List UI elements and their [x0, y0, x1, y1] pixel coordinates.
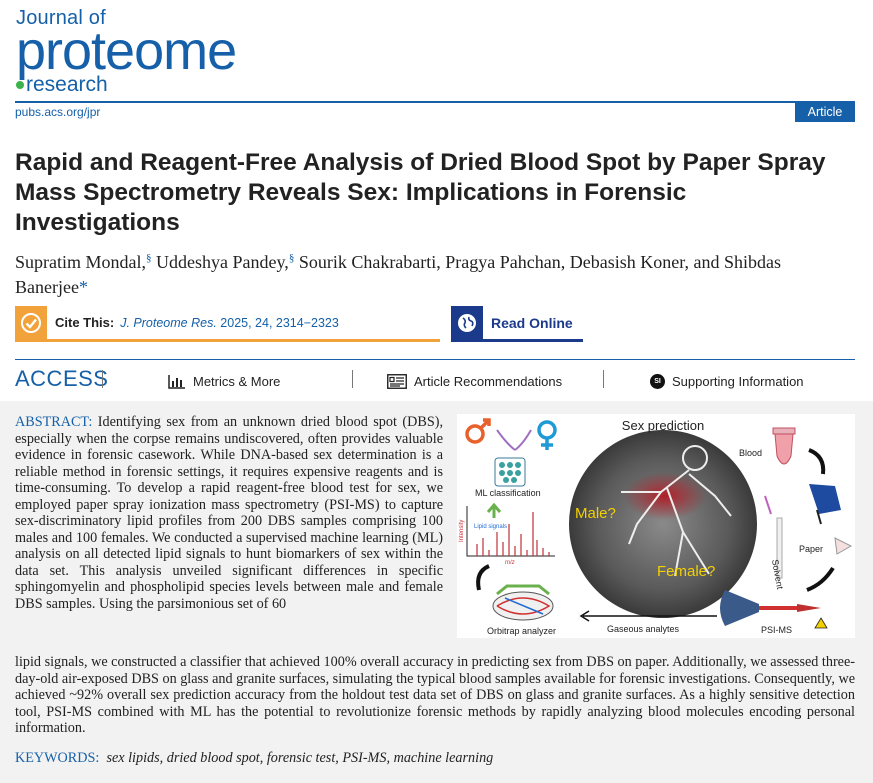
body-outline: [621, 445, 732, 577]
si-badge-text: SI: [650, 374, 665, 389]
psi-ms-source-icon: [720, 590, 821, 626]
author-1-footnote[interactable]: §: [146, 252, 152, 264]
abstract-left-column: ABSTRACT: Identifying sex from an unknow…: [15, 414, 443, 612]
author-list: Supratim Mondal,§ Uddeshya Pandey,§ Sour…: [15, 246, 835, 300]
other-authors[interactable]: Sourik Chakrabarti, Pragya Pahchan, Deba…: [15, 252, 781, 297]
female-symbol-icon: [537, 420, 557, 450]
toc-graphic-svg: ML classification Lipid signals Intensit…: [459, 418, 853, 636]
author-2-footnote[interactable]: §: [288, 252, 295, 264]
author-1[interactable]: Supratim Mondal,: [15, 252, 146, 272]
logo-line-research: research: [16, 74, 236, 96]
abstract-text-part1: Identifying sex from an unknown dried bl…: [15, 414, 443, 612]
curved-arrow-icon: [476, 564, 490, 591]
split-arrows-icon: [496, 429, 532, 451]
solvent-arrow-icon: [764, 495, 772, 515]
supporting-information-label: Supporting Information: [672, 374, 804, 389]
supporting-information-link[interactable]: SI Supporting Information: [650, 374, 804, 389]
solvent-label: Solvent: [770, 559, 785, 591]
cite-this-box[interactable]: Cite This: J. Proteome Res. 2025, 24, 23…: [15, 306, 440, 342]
article-type-badge: Article: [795, 103, 855, 122]
blood-label: Blood: [739, 448, 762, 458]
access-divider: [603, 370, 604, 388]
read-online-button[interactable]: Read Online: [451, 306, 583, 342]
metrics-more-link[interactable]: Metrics & More: [168, 374, 280, 389]
logo-research-text: research: [26, 73, 108, 96]
logo-line-proteome: proteome: [16, 21, 237, 81]
article-title: Rapid and Reagent-Free Analysis of Dried…: [15, 149, 826, 236]
mass-spectrum-plot: [466, 506, 555, 557]
abstract-text-part2: lipid signals, we constructed a classifi…: [15, 654, 855, 736]
sex-prediction-label: Sex prediction: [622, 418, 704, 433]
female-question-label: Female?: [657, 563, 715, 580]
blood-tube-icon: [772, 427, 796, 465]
keywords-heading: KEYWORDS:: [15, 750, 100, 766]
mz-axis-label: m/z: [505, 560, 515, 566]
abstract-heading: ABSTRACT:: [15, 414, 93, 430]
orbitrap-icon: [492, 584, 554, 621]
document-list-icon: [387, 374, 407, 389]
journal-logo[interactable]: Journal of proteome research: [16, 7, 237, 96]
granite-surface: [569, 430, 757, 618]
access-rule: [15, 359, 855, 360]
keywords-line: KEYWORDS: sex lipids, dried blood spot, …: [15, 750, 493, 767]
warning-icon: [814, 617, 828, 629]
si-badge-icon: SI: [650, 374, 665, 389]
logo-dot: [16, 81, 24, 89]
paper-label: Paper: [799, 544, 823, 554]
orbitrap-analyzer-label: Orbitrap analyzer: [487, 626, 556, 636]
author-2[interactable]: Uddeshya Pandey,: [151, 252, 289, 272]
curved-arrow-icon: [806, 566, 835, 592]
ml-classification-icon: [494, 457, 526, 487]
logo-line-journal-of: Journal of: [16, 7, 106, 29]
left-arrow-icon: [579, 610, 717, 622]
header-rule: [15, 101, 855, 103]
journal-url-link[interactable]: pubs.acs.org/jpr: [15, 105, 101, 119]
citation-journal: J. Proteome Res.: [120, 315, 217, 330]
blood-stain: [623, 472, 707, 520]
bar-chart-icon: [168, 374, 186, 389]
intensity-axis-label: Intensity: [459, 520, 465, 542]
citation-volume-pages: 2025, 24, 2314−2323: [216, 315, 339, 330]
access-divider: [102, 370, 103, 388]
toc-graphic[interactable]: ML classification Lipid signals Intensit…: [457, 414, 855, 638]
curved-arrow-icon: [808, 448, 826, 475]
ml-classification-label: ML classification: [475, 488, 541, 498]
male-symbol-icon: [465, 418, 491, 444]
up-arrow-icon: [486, 502, 502, 518]
solvent-capillary-icon: [776, 517, 783, 579]
gloved-hand-icon: [809, 484, 841, 525]
article-recommendations-link[interactable]: Article Recommendations: [387, 374, 562, 389]
keywords-list[interactable]: sex lipids, dried blood spot, forensic t…: [106, 750, 494, 766]
access-divider: [352, 370, 353, 388]
metrics-more-label: Metrics & More: [193, 374, 281, 389]
lipid-signals-label: Lipid signals: [474, 524, 507, 530]
paper-triangle-icon: [834, 537, 853, 555]
check-badge-icon: [15, 306, 47, 339]
gaseous-analytes-label: Gaseous analytes: [607, 624, 680, 634]
access-label: ACCESS: [15, 366, 109, 391]
article-recommendations-label: Article Recommendations: [414, 374, 563, 389]
read-online-label: Read Online: [491, 314, 573, 331]
citation-reference[interactable]: J. Proteome Res. 2025, 24, 2314−2323: [120, 316, 339, 330]
male-question-label: Male?: [575, 505, 616, 522]
corresponding-author-marker[interactable]: *: [78, 277, 88, 297]
cite-this-label: Cite This:: [55, 315, 115, 330]
psi-ms-label: PSI-MS: [761, 625, 792, 635]
globe-icon: [451, 306, 483, 339]
